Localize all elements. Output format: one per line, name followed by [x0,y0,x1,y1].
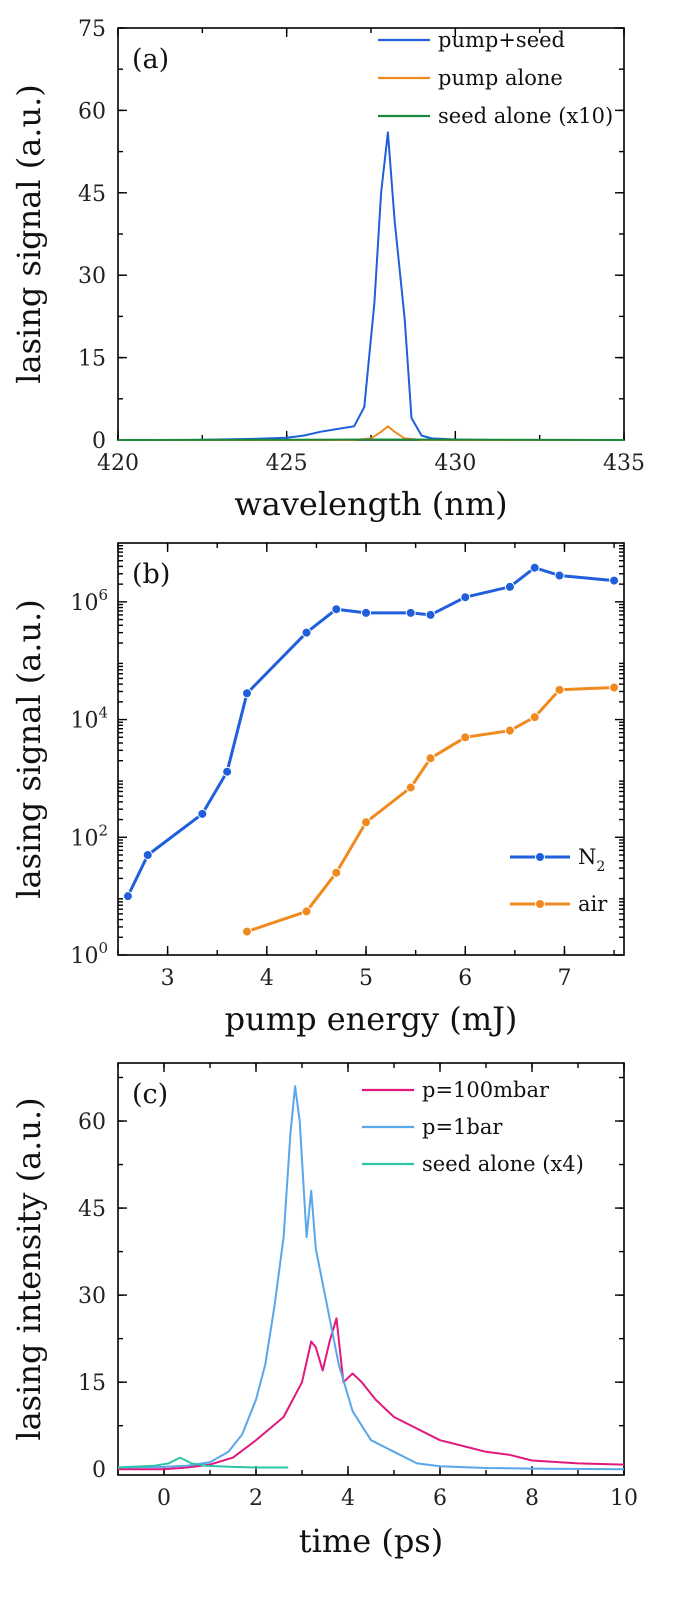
y-tick-label: 75 [78,17,106,42]
series-line-2 [118,426,624,440]
x-tick-label: 4 [341,1486,355,1511]
x-tick-label: 10 [610,1486,638,1511]
chart-panel-1: 420 425 430 435 0 15 30 45 60 75 pump+seed pump alo… [10,17,645,523]
y-tick-label: 15 [78,1371,106,1396]
y-tick-label: 60 [78,1110,106,1135]
legend-label-1: p=100mbar [422,1078,550,1102]
y-tick-label: 15 [78,347,106,372]
series-1-point [123,892,132,901]
y-axis-label: lasing signal (a.u.) [10,599,48,898]
series-1-point [223,767,232,776]
series-line-2 [118,1086,624,1469]
series-2-point [362,818,371,827]
series-1-point [198,809,207,818]
series-1-point [426,610,435,619]
series-1-point [610,576,619,585]
series-1-point [461,593,470,602]
panel-label: (a) [132,44,169,75]
legend-marker-1 [536,853,545,862]
legend-label-2: air [578,892,608,916]
y-tick-label: 102 [70,821,108,851]
series-1-point [406,608,415,617]
y-tick-label: 106 [70,586,108,616]
legend-label-1: pump+seed [438,28,565,52]
series-line-1 [118,1318,624,1469]
y-tick-label: 0 [92,429,106,454]
y-tick-label: 104 [70,704,108,734]
x-tick-label: 430 [434,451,476,476]
series-1-point [362,608,371,617]
plot-frame [118,543,624,955]
series-2-point [406,783,415,792]
x-axis-label: pump energy (mJ) [225,1000,518,1038]
y-tick-label: 0 [92,1458,106,1483]
y-tick-label: 30 [78,264,106,289]
x-axis-label: wavelength (nm) [234,485,507,523]
series-1-point [555,571,564,580]
y-tick-label: 60 [78,99,106,124]
y-axis-label: lasing signal (a.u.) [10,84,48,383]
x-tick-label: 5 [359,966,373,991]
panel-label: (b) [132,559,170,590]
legend-marker-2 [536,900,545,909]
series-2-point [461,733,470,742]
legend-label-3: seed alone (x4) [422,1152,584,1176]
x-tick-label: 6 [458,966,472,991]
series-2-point [426,754,435,763]
x-tick-label: 425 [266,451,308,476]
series-2-point [555,685,564,694]
x-tick-label: 435 [603,451,645,476]
y-tick-label: 30 [78,1284,106,1309]
x-axis-label: time (ps) [299,1522,443,1560]
legend-label-3: seed alone (x10) [438,104,613,128]
plot-frame [118,1063,624,1475]
x-tick-label: 2 [249,1486,263,1511]
x-tick-label: 0 [157,1486,171,1511]
series-2-point [610,683,619,692]
series-2-point [242,927,251,936]
y-tick-label: 100 [70,939,108,969]
x-tick-label: 8 [525,1486,539,1511]
x-tick-label: 4 [260,966,274,991]
x-tick-label: 6 [433,1486,447,1511]
series-1-point [505,582,514,591]
series-1-point [530,563,539,572]
series-2-point [332,868,341,877]
legend-label-1: N2 [578,845,605,875]
series-line-1 [118,132,624,440]
series-2-point [302,907,311,916]
series-line-3 [118,440,624,441]
series-2-point [505,726,514,735]
y-tick-label: 45 [78,182,106,207]
series-1-point [302,628,311,637]
series-1-point [242,689,251,698]
y-axis-label: lasing intensity (a.u.) [10,1097,48,1440]
x-tick-label: 3 [161,966,175,991]
chart-panel-2: 3 4 5 6 7 100 102 104 106 N2 air (b) pump energy (mJ… [10,543,624,1038]
series-1-point [332,605,341,614]
legend-label-2: pump alone [438,66,563,90]
y-tick-label: 45 [78,1197,106,1222]
series-1-point [143,851,152,860]
panel-label: (c) [132,1079,168,1110]
x-tick-label: 7 [557,966,571,991]
series-line-2 [247,688,614,932]
series-2-point [530,713,539,722]
series-line-1 [128,568,614,896]
x-tick-label: 420 [97,451,139,476]
legend-label-2: p=1bar [422,1115,503,1139]
chart-panel-3: 0 2 4 6 8 10 0 15 30 45 60 p=100mbar p=1bar seed alon… [10,1063,638,1560]
